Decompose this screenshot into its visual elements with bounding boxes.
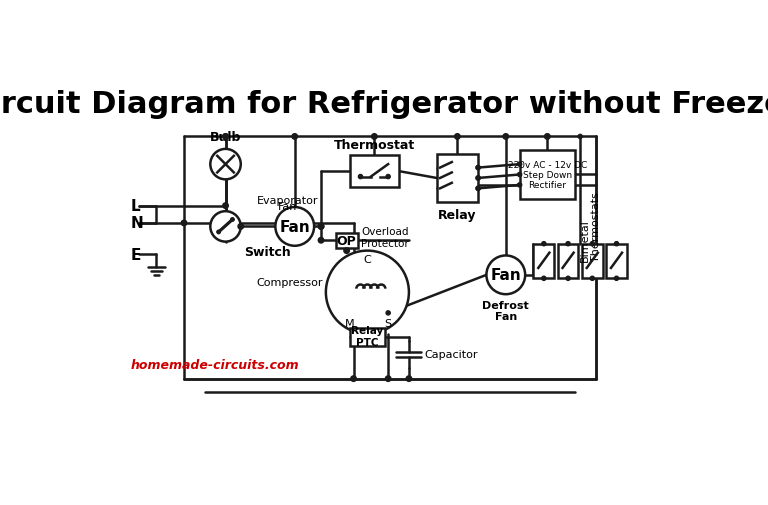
Circle shape	[545, 134, 550, 140]
Text: Defrost
Fan: Defrost Fan	[482, 300, 529, 322]
FancyBboxPatch shape	[582, 244, 603, 279]
Circle shape	[351, 376, 356, 382]
Text: Relay
PTC: Relay PTC	[351, 325, 383, 347]
Circle shape	[276, 208, 314, 246]
Text: Relay: Relay	[438, 208, 477, 221]
Circle shape	[476, 166, 480, 170]
Circle shape	[476, 177, 480, 181]
Circle shape	[476, 177, 480, 181]
Circle shape	[372, 134, 377, 140]
Text: Switch: Switch	[244, 245, 291, 259]
Circle shape	[318, 224, 324, 230]
Circle shape	[386, 175, 390, 179]
Text: Fan: Fan	[278, 202, 297, 212]
Circle shape	[541, 277, 546, 281]
Circle shape	[406, 376, 412, 382]
Circle shape	[223, 134, 228, 140]
Text: Bulb: Bulb	[210, 131, 241, 144]
Circle shape	[614, 277, 618, 281]
FancyBboxPatch shape	[558, 244, 578, 279]
Circle shape	[223, 204, 228, 209]
FancyBboxPatch shape	[336, 233, 358, 248]
Text: S: S	[385, 319, 392, 329]
Text: Fan: Fan	[491, 268, 521, 283]
Text: Compressor: Compressor	[256, 277, 323, 287]
Circle shape	[566, 277, 570, 281]
Circle shape	[503, 134, 508, 140]
FancyBboxPatch shape	[520, 151, 575, 199]
FancyBboxPatch shape	[350, 156, 399, 187]
Text: homemade-circuits.com: homemade-circuits.com	[131, 359, 300, 372]
Circle shape	[578, 135, 582, 139]
Text: N: N	[131, 216, 144, 231]
Circle shape	[591, 277, 594, 281]
FancyBboxPatch shape	[350, 329, 385, 346]
Text: C: C	[363, 255, 371, 265]
Text: Bimetal
Thermostats: Bimetal Thermostats	[580, 192, 601, 262]
Circle shape	[486, 256, 525, 294]
Circle shape	[591, 242, 594, 246]
Circle shape	[566, 242, 570, 246]
Circle shape	[230, 218, 234, 222]
Circle shape	[614, 242, 618, 246]
Circle shape	[217, 231, 220, 234]
Text: Circuit Diagram for Refrigerator without Freezer: Circuit Diagram for Refrigerator without…	[0, 90, 768, 119]
Text: Overload
Protector: Overload Protector	[361, 227, 409, 248]
FancyBboxPatch shape	[534, 244, 554, 279]
Circle shape	[518, 163, 521, 167]
Text: OP: OP	[336, 234, 356, 247]
Circle shape	[238, 224, 243, 230]
Circle shape	[326, 251, 409, 334]
Text: Capacitor: Capacitor	[424, 350, 478, 360]
Text: E: E	[131, 247, 141, 262]
Circle shape	[386, 311, 390, 315]
Circle shape	[476, 187, 480, 191]
Text: Fan: Fan	[280, 220, 310, 234]
Text: L: L	[131, 199, 141, 214]
Circle shape	[541, 242, 546, 246]
Circle shape	[455, 134, 460, 140]
Text: Thermostat: Thermostat	[333, 139, 415, 152]
Circle shape	[476, 187, 480, 191]
Circle shape	[386, 376, 391, 382]
Text: 220v AC - 12v DC
Step Down
Rectifier: 220v AC - 12v DC Step Down Rectifier	[508, 160, 587, 190]
Circle shape	[359, 175, 362, 179]
Circle shape	[344, 248, 349, 254]
FancyBboxPatch shape	[606, 244, 627, 279]
Circle shape	[210, 212, 240, 242]
Circle shape	[210, 149, 240, 180]
Circle shape	[223, 134, 228, 140]
Circle shape	[476, 166, 480, 170]
Text: M: M	[346, 319, 355, 329]
Circle shape	[292, 134, 297, 140]
Circle shape	[518, 173, 521, 177]
Circle shape	[318, 224, 324, 230]
Text: Evaporator: Evaporator	[257, 195, 319, 205]
FancyBboxPatch shape	[436, 155, 478, 203]
Circle shape	[518, 183, 521, 187]
Circle shape	[318, 238, 324, 243]
Circle shape	[181, 221, 187, 226]
